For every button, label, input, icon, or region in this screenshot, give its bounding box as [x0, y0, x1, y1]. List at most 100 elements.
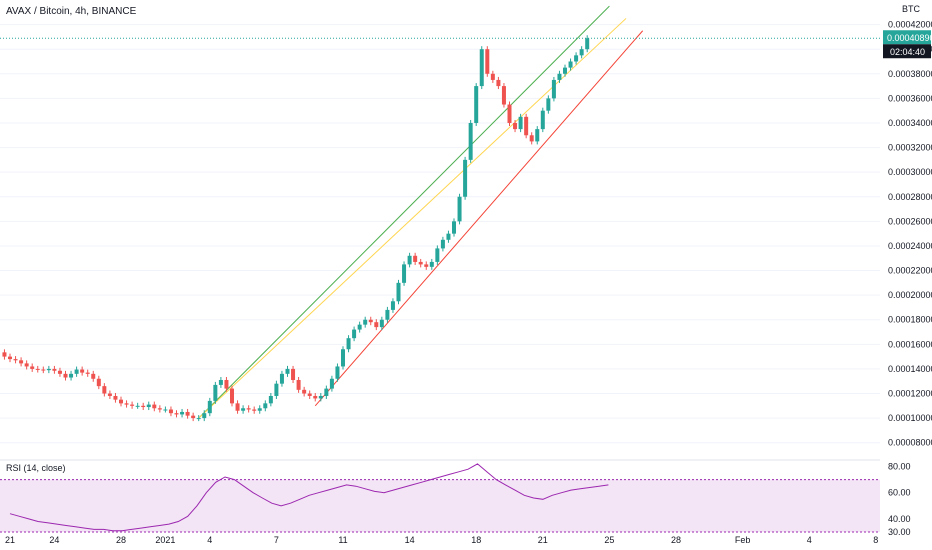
candle-body	[302, 389, 307, 394]
candle-body	[390, 301, 395, 310]
candle-body	[85, 372, 90, 374]
x-tick-label: 4	[207, 535, 212, 545]
candle-body	[296, 379, 301, 390]
candle-body	[63, 373, 68, 378]
candle-body	[57, 370, 62, 374]
candle-body	[268, 395, 273, 404]
x-tick-label: 11	[338, 535, 347, 545]
candle-body	[329, 378, 334, 389]
candle-body	[568, 61, 573, 68]
x-tick-label: 28	[671, 535, 681, 545]
candle-body	[230, 388, 234, 404]
trendline	[198, 5, 610, 419]
candle-body	[185, 411, 190, 416]
candle-body	[35, 368, 40, 370]
candle-body	[257, 408, 262, 411]
candle-body	[551, 79, 556, 99]
candle-body	[274, 383, 279, 396]
candle-body	[107, 393, 112, 396]
candle-body	[457, 196, 462, 222]
candle-body	[218, 379, 223, 385]
y-tick-label: 0.00036000	[888, 93, 932, 103]
x-tick-label: 21	[538, 535, 548, 545]
candle-body	[490, 73, 495, 80]
candle-body	[579, 49, 584, 56]
candle-body	[69, 373, 74, 378]
candle-body	[513, 122, 518, 130]
candle-body	[435, 248, 440, 262]
candle-body	[246, 408, 251, 410]
candle-body	[524, 116, 529, 136]
countdown-text: 02:04:40	[890, 47, 925, 57]
candle-body	[157, 408, 162, 410]
chart-title: AVAX / Bitcoin, 4h, BINANCE	[6, 6, 137, 17]
candle-body	[80, 369, 85, 373]
candle-body	[124, 403, 129, 405]
candle-body	[235, 403, 240, 411]
candle-body	[241, 408, 246, 411]
candle-body	[540, 110, 545, 130]
candle-body	[307, 393, 312, 396]
candle-body	[518, 116, 523, 130]
candle-body	[557, 73, 562, 80]
x-tick-label: 4	[807, 535, 812, 545]
currency-badge: BTC	[902, 4, 921, 14]
y-tick-label: 0.00012000	[888, 389, 932, 399]
candle-body	[285, 368, 290, 374]
rsi-series: 30.00 40.00 60.00 80.00	[0, 459, 911, 537]
y-tick-label: 0.00032000	[888, 143, 932, 153]
candle-body	[191, 415, 196, 419]
candle-body	[413, 255, 418, 262]
x-tick-label: 25	[604, 535, 614, 545]
candle-body	[357, 324, 362, 330]
candle-body	[13, 359, 18, 361]
candle-body	[24, 363, 29, 367]
last-price-badge	[883, 30, 931, 45]
countdown-badge	[883, 44, 931, 59]
rsi-y-tick: 30.00	[888, 527, 911, 537]
x-tick-label: 14	[405, 535, 415, 545]
candle-body	[463, 159, 468, 197]
candle-body	[468, 122, 473, 160]
candle-body	[202, 413, 207, 419]
candle-body	[163, 409, 168, 411]
candle-body	[496, 79, 501, 87]
candle-body	[224, 379, 229, 389]
candle-body	[341, 349, 345, 367]
candle-body	[407, 255, 412, 265]
candle-body	[574, 55, 579, 62]
candle-body	[318, 395, 323, 399]
candle-body	[30, 366, 35, 369]
candle-body	[2, 352, 7, 357]
candle-body	[446, 233, 451, 240]
candle-body	[429, 261, 434, 267]
rsi-label: RSI (14, close)	[6, 463, 66, 473]
candle-body	[385, 309, 390, 320]
y-tick-label: 0.00022000	[888, 266, 932, 276]
candle-body	[8, 356, 12, 360]
candle-body	[52, 368, 57, 371]
candle-body	[279, 373, 284, 384]
y-tick-label: 0.00008000	[888, 438, 932, 448]
candle-body	[174, 413, 179, 415]
candle-body	[291, 368, 296, 380]
candle-body	[396, 282, 401, 302]
candle-body	[352, 329, 357, 339]
x-tick-label: 21	[5, 535, 15, 545]
candle-body	[135, 405, 140, 407]
x-tick-label: 8	[873, 535, 878, 545]
candle-body	[46, 368, 51, 371]
x-tick-label: 7	[274, 535, 279, 545]
candle-body	[152, 404, 157, 409]
candle-body	[363, 319, 368, 325]
y-tick-label: 0.00028000	[888, 192, 932, 202]
x-tick-label: Feb	[735, 535, 751, 545]
y-tick-label: 0.00016000	[888, 339, 932, 349]
rsi-band	[0, 479, 880, 532]
axes: 0.00008000 0.00010000 0.00012000 0.00014000…	[0, 20, 932, 545]
candle-body	[313, 395, 318, 399]
candle-body	[585, 38, 590, 50]
candle-body	[563, 67, 567, 74]
